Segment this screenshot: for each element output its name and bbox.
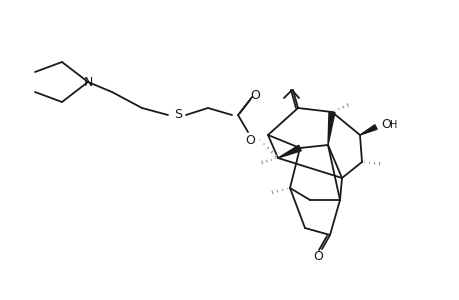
Text: N: N [83,76,92,88]
Text: H: H [390,120,397,130]
Text: O: O [380,118,390,131]
Text: S: S [174,109,182,122]
Polygon shape [277,145,301,158]
Polygon shape [327,112,334,145]
Text: O: O [313,250,322,263]
Text: O: O [245,134,254,146]
Polygon shape [359,125,376,135]
Text: O: O [250,88,259,101]
